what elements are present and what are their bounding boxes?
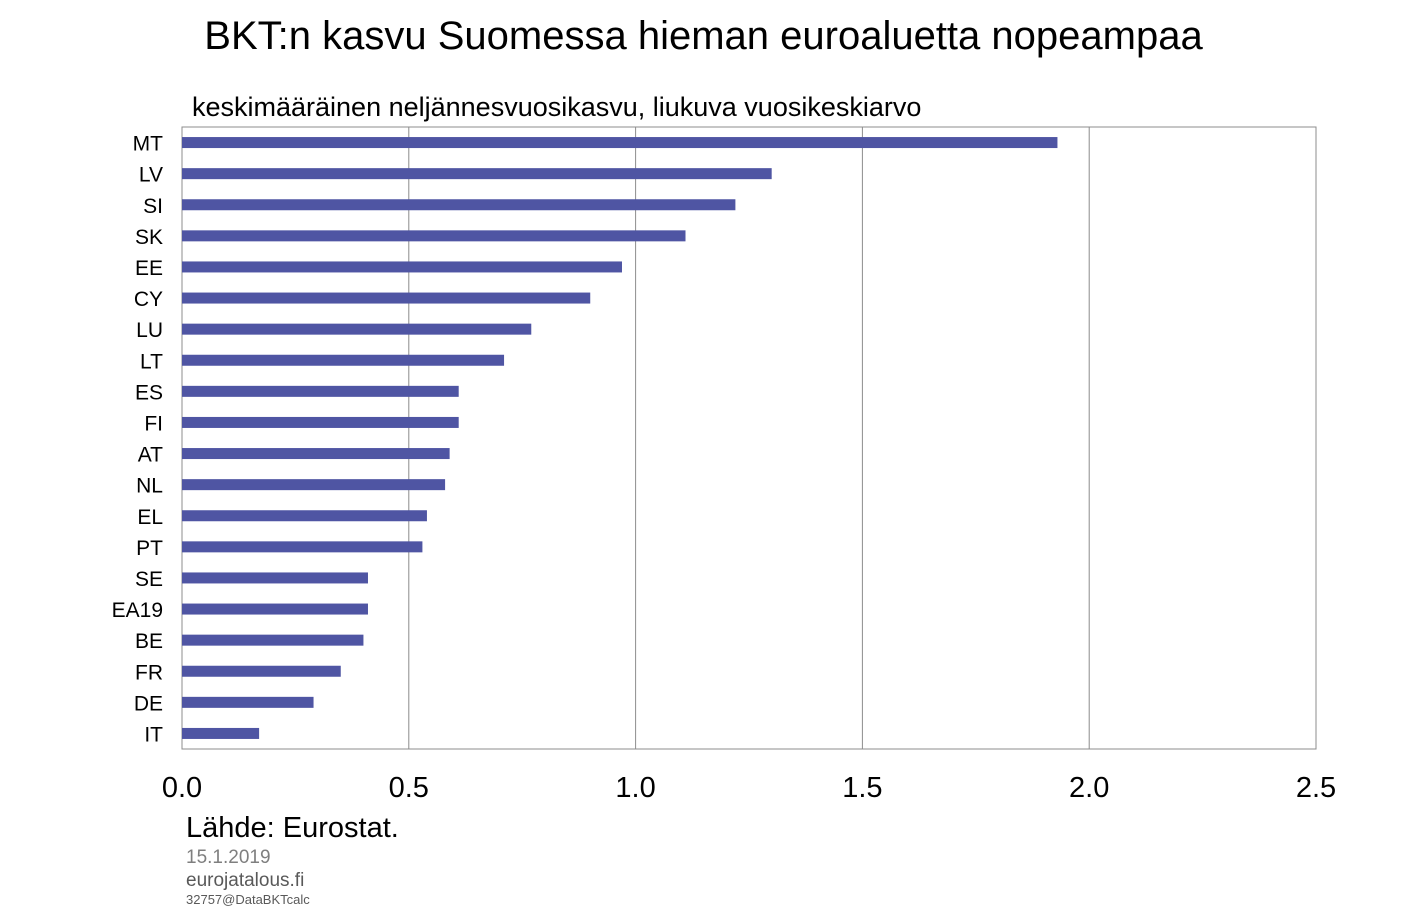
bar-es [182, 385, 459, 397]
bar-at [182, 448, 450, 460]
category-label: EL [137, 506, 163, 529]
x-tick-label: 1.0 [615, 772, 655, 804]
category-label: CY [134, 288, 163, 311]
grid-lines [408, 127, 1090, 749]
bars [182, 137, 1058, 739]
source-note: Lähde: Eurostat. [186, 812, 399, 844]
bar-ee [182, 261, 622, 273]
x-tick-label: 0.5 [389, 772, 429, 804]
bar-be [182, 634, 364, 646]
bar-lu [182, 323, 532, 335]
category-labels: MT LV SI SK EE CY LU LT ES FI AT NL EL PT SE EA19 BE FR DE… [112, 133, 164, 747]
chart-subtitle: keskimääräinen neljännesvuosikasvu, liuk… [192, 92, 922, 122]
bar-cy [182, 292, 591, 304]
x-tick-label: 2.0 [1069, 772, 1109, 804]
bar-sk [182, 230, 686, 242]
category-label: SE [135, 568, 163, 591]
category-label: IT [144, 723, 163, 746]
date-note: 15.1.2019 [186, 847, 271, 868]
x-tick-label: 0.0 [162, 772, 202, 804]
bar-lv [182, 168, 772, 180]
category-label: ES [135, 381, 163, 404]
category-label: EA19 [112, 599, 163, 622]
bar-se [182, 572, 368, 584]
bar-pt [182, 541, 423, 553]
bar-de [182, 696, 314, 708]
bar-it [182, 727, 260, 739]
x-tick-label: 2.5 [1296, 772, 1336, 804]
chart-title: BKT:n kasvu Suomessa hieman euroaluetta … [204, 14, 1203, 58]
category-label: FI [144, 412, 163, 435]
bar-fr [182, 665, 341, 677]
category-label: MT [133, 133, 163, 156]
bar-nl [182, 479, 446, 491]
category-label: PT [136, 537, 163, 560]
site-note: eurojatalous.fi [186, 870, 305, 891]
category-label: SK [135, 226, 163, 249]
bar-si [182, 199, 736, 211]
category-label: LU [136, 319, 163, 342]
x-tick-label: 1.5 [842, 772, 882, 804]
category-label: NL [136, 475, 163, 498]
bar-lt [182, 354, 505, 366]
category-label: FR [135, 661, 163, 684]
category-label: DE [134, 692, 163, 715]
bar-ea19 [182, 603, 368, 615]
bar-mt [182, 137, 1058, 149]
category-label: AT [138, 444, 163, 467]
category-label: EE [135, 257, 163, 280]
bar-el [182, 510, 427, 522]
category-label: SI [143, 195, 163, 218]
code-note: 32757@DataBKTcalc [186, 892, 310, 907]
plot-area [181, 126, 1317, 750]
bar-fi [182, 416, 459, 428]
category-label: LV [139, 164, 163, 187]
x-tick-labels: 0.0 0.5 1.0 1.5 2.0 2.5 [162, 772, 1336, 804]
category-label: BE [135, 630, 163, 653]
category-label: LT [140, 350, 163, 373]
